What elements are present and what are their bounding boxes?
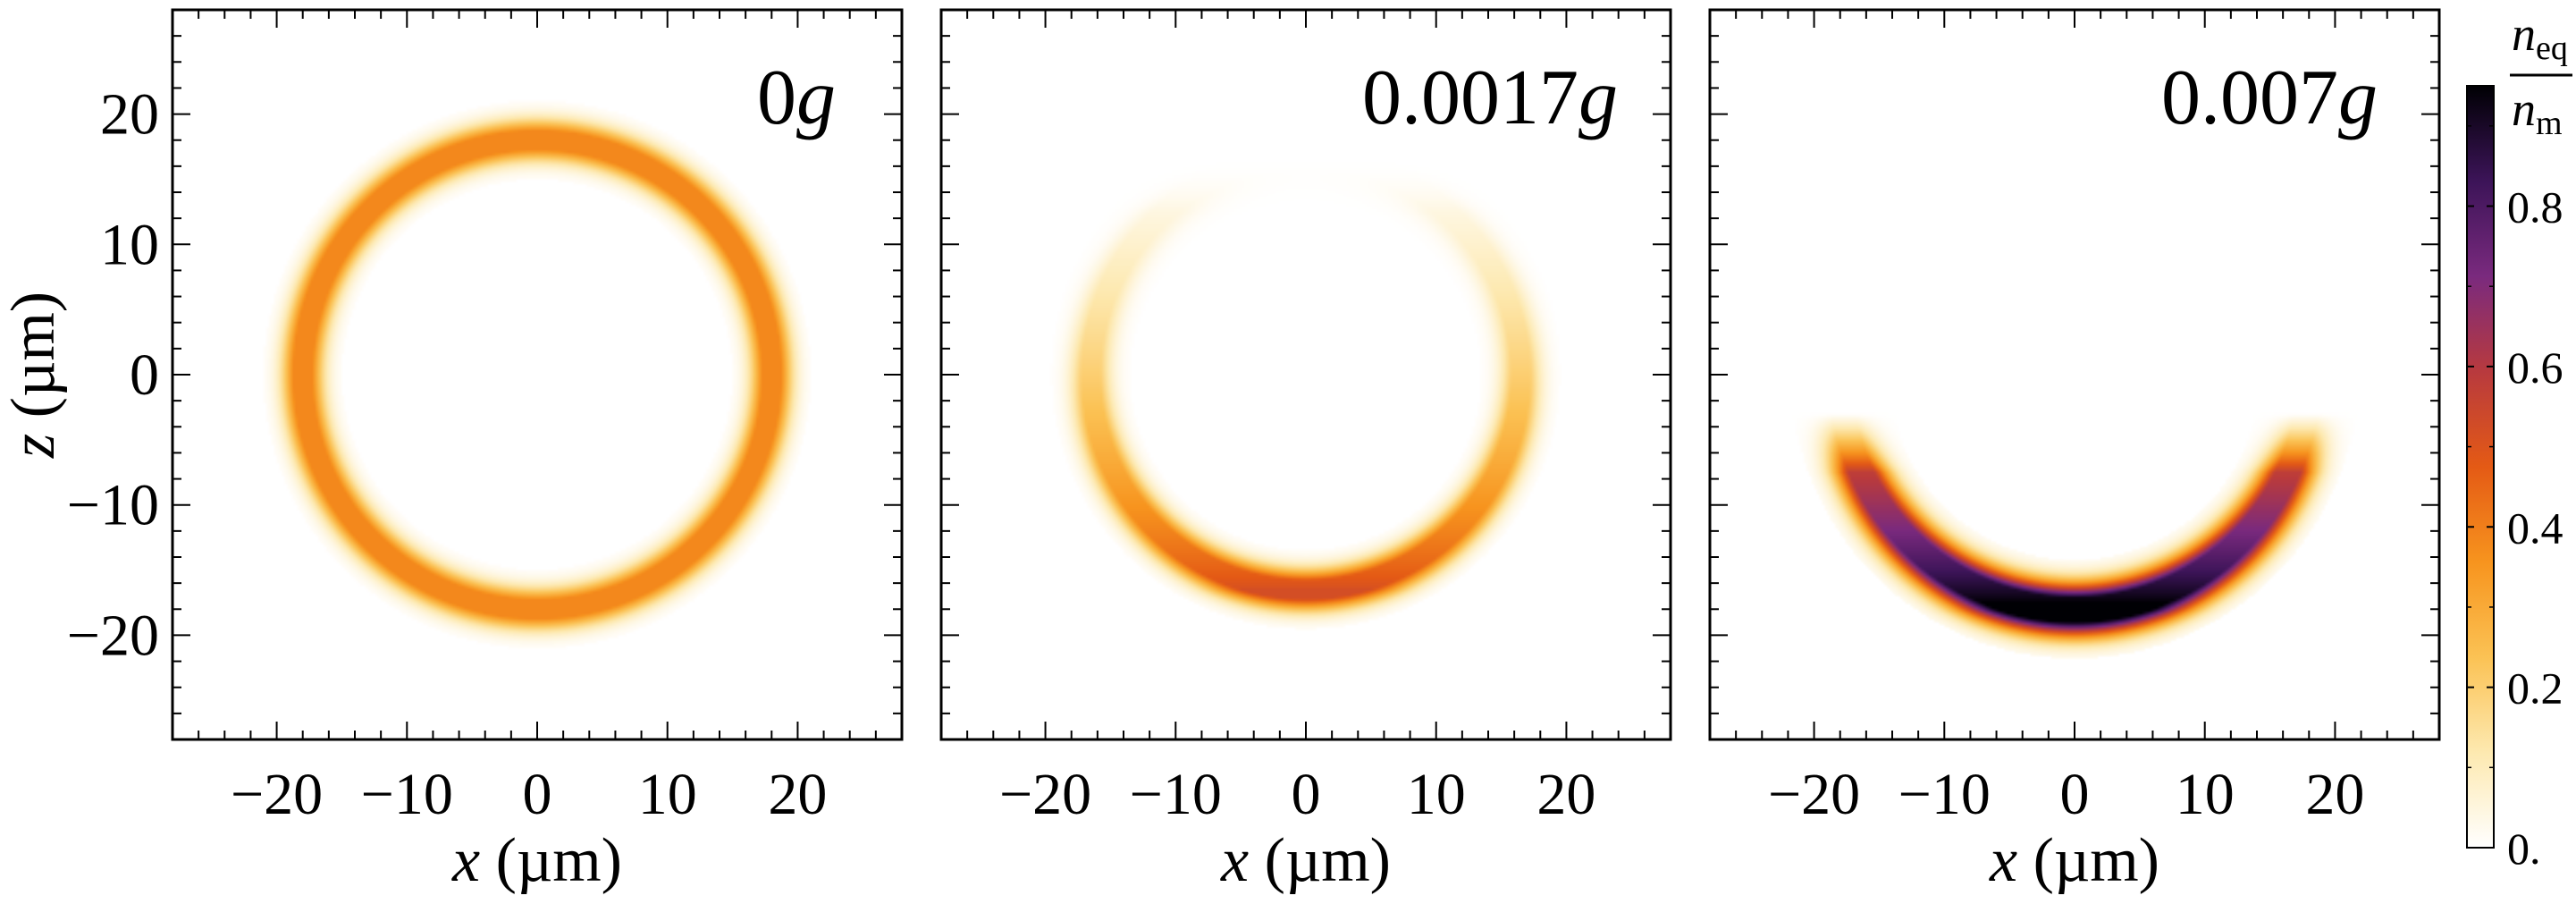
y-tick-label: −20 — [67, 603, 159, 668]
panel-3-heatmap — [1710, 10, 2439, 739]
x-tick-label: 20 — [768, 762, 827, 827]
colorbar-tick-label: 0.2 — [2507, 663, 2563, 714]
x-tick-label: −20 — [1768, 762, 1860, 827]
panel-1-label-number: 0 — [757, 55, 796, 141]
x-tick-label: 10 — [2176, 762, 2235, 827]
x-tick-label: −10 — [361, 762, 453, 827]
colorbar-denominator-sub: m — [2536, 105, 2563, 142]
panel-1-density-image — [173, 10, 902, 739]
panel-3-label-unit: g — [2338, 55, 2378, 141]
y-tick-label: 10 — [100, 212, 159, 277]
colorbar: 0.0.20.40.60.8 neq nm — [2466, 7, 2572, 874]
panel-1-x-axis-label: x (µm) — [451, 826, 622, 895]
colorbar-tick-label: 0. — [2507, 824, 2541, 874]
colorbar-title-denominator: nm — [2512, 82, 2563, 142]
colorbar-title-numerator: neq — [2512, 7, 2568, 67]
x-tick-label: 10 — [1407, 762, 1466, 827]
panel-1-ticks: −20 −10 0 10 20 −20 −10 0 10 20 — [67, 9, 903, 827]
x-tick-label: 0 — [2060, 762, 2090, 827]
y-tick-label: −10 — [67, 473, 159, 538]
panel-2-ticks: −20 −10 0 10 20 — [940, 9, 1671, 827]
colorbar-denominator-n: n — [2512, 82, 2536, 136]
panel-1-label-unit: g — [796, 55, 836, 141]
panel-2-label-number: 0.0017 — [1362, 55, 1578, 141]
x-tick-label: 20 — [1536, 762, 1595, 827]
panel-1-x-axis-unit: (µm) — [480, 826, 622, 895]
x-tick-label: 0 — [523, 762, 552, 827]
colorbar-numerator-n: n — [2512, 7, 2536, 61]
x-tick-label: −20 — [999, 762, 1091, 827]
panel-1-heatmap — [173, 10, 902, 739]
colorbar-tick-label: 0.8 — [2507, 182, 2563, 232]
x-tick-label: 20 — [2305, 762, 2364, 827]
panel-1-x-axis-var: x — [451, 826, 480, 895]
y-axis-var: z — [0, 434, 68, 459]
colorbar-title: neq nm — [2510, 7, 2572, 142]
panel-3-x-axis-label: x (µm) — [1989, 826, 2159, 895]
panel-2-x-axis-unit: (µm) — [1249, 826, 1391, 895]
panel-3-ticks: −20 −10 0 10 20 — [1709, 9, 2440, 827]
colorbar-tick-label: 0.6 — [2507, 342, 2563, 393]
y-tick-label: 0 — [130, 342, 159, 408]
panel-3-density-image — [1710, 10, 2439, 739]
panel-2-heatmap — [941, 10, 1671, 739]
panel-2-density-image — [941, 10, 1671, 739]
panel-2: −20 −10 0 10 20 0.0017g x (µm) — [939, 8, 1672, 895]
panel-2-x-axis-label: x (µm) — [1220, 826, 1391, 895]
x-tick-label: −20 — [231, 762, 323, 827]
x-tick-label: −10 — [1130, 762, 1222, 827]
x-tick-label: 10 — [638, 762, 697, 827]
panel-1-label: 0g — [757, 55, 836, 141]
panel-3: −20 −10 0 10 20 0.007g x (µm) — [1708, 8, 2441, 895]
colorbar-tick-label: 0.4 — [2507, 503, 2563, 553]
panel-2-label: 0.0017g — [1362, 55, 1618, 141]
colorbar-ticks: 0. 0.2 0.4 0.6 0.8 — [2467, 125, 2563, 874]
panel-3-x-axis-unit: (µm) — [2017, 826, 2159, 895]
panel-3-label: 0.007g — [2161, 55, 2378, 141]
y-axis-label: z (µm) — [0, 291, 68, 459]
colorbar-numerator-sub: eq — [2536, 30, 2568, 67]
y-tick-label: 20 — [100, 82, 159, 148]
panel-3-label-number: 0.007 — [2161, 55, 2338, 141]
panel-2-label-unit: g — [1578, 55, 1618, 141]
panel-3-x-axis-var: x — [1989, 826, 2017, 895]
panel-2-x-axis-var: x — [1220, 826, 1249, 895]
x-tick-label: 0 — [1292, 762, 1321, 827]
colorbar-gradient — [2466, 85, 2495, 849]
x-tick-label: −10 — [1898, 762, 1991, 827]
y-axis-unit: (µm) — [0, 291, 68, 434]
